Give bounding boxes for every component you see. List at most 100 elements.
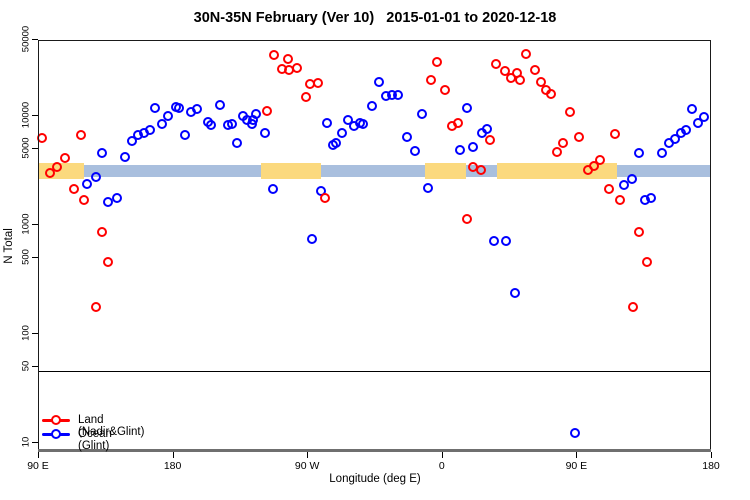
data-point-land — [300, 91, 311, 102]
data-point-ocean — [173, 102, 184, 113]
data-point-ocean — [510, 287, 521, 298]
data-point-ocean — [191, 103, 202, 114]
y-axis-tick-label: 10 — [20, 436, 32, 448]
y-axis-tick-label: 100 — [20, 325, 32, 341]
data-point-ocean — [157, 118, 168, 129]
data-point-ocean — [321, 117, 332, 128]
data-point-ocean — [149, 102, 160, 113]
data-point-ocean — [619, 179, 630, 190]
reference-line — [38, 370, 711, 372]
data-point-land — [97, 226, 108, 237]
data-point-land — [282, 53, 293, 64]
y-axis-title: N Total — [3, 228, 15, 264]
y-axis-tick — [32, 115, 38, 116]
data-point-land — [103, 256, 114, 267]
y-axis-tick-label: 5000 — [20, 137, 32, 159]
data-point-ocean — [227, 118, 238, 129]
x-axis-tick-label: 180 — [702, 460, 720, 472]
data-point-land — [628, 301, 639, 312]
data-point-ocean — [336, 127, 347, 138]
data-point-land — [432, 56, 443, 67]
land-series-marker-icon — [51, 415, 61, 425]
data-point-land — [634, 226, 645, 237]
data-point-land — [320, 192, 331, 203]
data-point-ocean — [402, 131, 413, 142]
x-axis-line — [38, 449, 711, 452]
data-point-land — [535, 76, 546, 87]
data-point-land — [312, 77, 323, 88]
data-point-ocean — [646, 192, 657, 203]
data-point-ocean — [366, 100, 377, 111]
legend-label-land: Land (Nadir&Glint) — [78, 413, 145, 438]
data-point-ocean — [91, 171, 102, 182]
plot-area-border — [38, 40, 711, 452]
data-point-land — [439, 84, 450, 95]
x-axis-tick-label: 0 — [438, 460, 445, 472]
surface-band-ocean-segment — [320, 164, 426, 177]
surface-band-ocean-segment — [84, 164, 261, 177]
data-point-ocean — [680, 124, 691, 135]
data-point-ocean — [454, 144, 465, 155]
data-point-ocean — [409, 145, 420, 156]
data-point-land — [595, 154, 606, 165]
surface-band-land-segment — [425, 162, 466, 179]
data-point-ocean — [656, 148, 667, 159]
data-point-ocean — [112, 192, 123, 203]
y-axis-tick-label: 500 — [20, 248, 32, 265]
data-point-ocean — [267, 183, 278, 194]
data-point-ocean — [626, 173, 637, 184]
data-point-ocean — [251, 109, 262, 120]
data-point-ocean — [417, 109, 428, 120]
x-axis-tick — [576, 452, 578, 458]
data-point-ocean — [489, 235, 500, 246]
data-point-land — [614, 194, 625, 205]
data-point-ocean — [373, 76, 384, 87]
data-point-ocean — [103, 197, 114, 208]
y-axis-tick-label: 50000 — [20, 25, 32, 53]
x-axis-tick-label: 90 W — [294, 460, 320, 472]
x-axis-tick — [172, 452, 174, 458]
x-axis-tick-label: 180 — [163, 460, 182, 472]
data-point-land — [641, 256, 652, 267]
data-point-ocean — [145, 124, 156, 135]
y-axis-tick — [32, 442, 38, 443]
data-point-land — [574, 131, 585, 142]
data-point-land — [68, 183, 79, 194]
x-axis-tick — [441, 452, 443, 458]
data-point-ocean — [306, 233, 317, 244]
data-point-ocean — [634, 147, 645, 158]
data-point-land — [589, 161, 600, 172]
data-point-ocean — [501, 236, 512, 247]
data-point-ocean — [260, 127, 271, 138]
data-point-ocean — [686, 103, 697, 114]
data-point-land — [529, 64, 540, 75]
data-point-ocean — [119, 151, 130, 162]
chart-title: 30N-35N February (Ver 10) 2015-01-01 to … — [193, 10, 557, 26]
y-axis-tick — [32, 333, 38, 334]
y-axis-tick-label: 50 — [20, 360, 32, 372]
data-point-land — [557, 137, 568, 148]
data-point-ocean — [481, 123, 492, 134]
data-point-land — [484, 134, 495, 145]
data-point-land — [462, 213, 473, 224]
data-point-ocean — [163, 110, 174, 121]
data-point-land — [610, 128, 621, 139]
data-point-land — [565, 106, 576, 117]
data-point-ocean — [393, 89, 404, 100]
data-point-ocean — [330, 137, 341, 148]
y-axis-tick — [32, 365, 38, 367]
data-point-land — [269, 50, 280, 61]
ocean-series-marker-icon — [51, 429, 61, 439]
surface-band-land-segment — [260, 162, 321, 179]
data-point-ocean — [462, 102, 473, 113]
data-point-ocean — [97, 147, 108, 158]
data-point-land — [91, 301, 102, 312]
data-point-ocean — [127, 135, 138, 146]
data-point-ocean — [231, 137, 242, 148]
data-point-ocean — [82, 178, 93, 189]
x-axis-tick — [711, 452, 712, 458]
y-axis-tick — [32, 38, 38, 40]
data-point-ocean — [468, 141, 479, 152]
data-point-land — [551, 146, 562, 157]
data-point-land — [520, 48, 531, 59]
